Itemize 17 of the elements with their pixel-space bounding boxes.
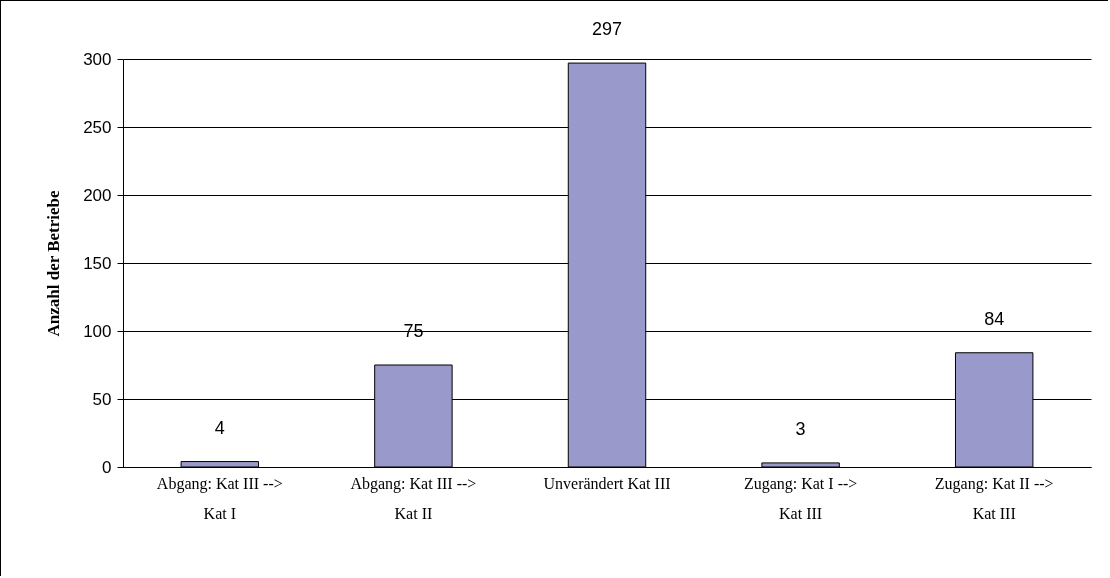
- x-tick-label: Unverändert Kat III: [543, 474, 671, 492]
- y-axis-title: Anzahl der Betriebe: [44, 190, 64, 337]
- y-tick-label: 50: [92, 389, 112, 409]
- x-tick-label: Zugang: Kat II --> Kat III: [934, 474, 1054, 522]
- x-tick-label: Abgang: Kat III --> Kat I: [156, 474, 283, 522]
- x-tick-label: Abgang: Kat III --> Kat II: [350, 474, 477, 522]
- data-label: 3: [795, 418, 806, 439]
- y-tick-label: 300: [83, 49, 112, 69]
- data-label: 84: [984, 308, 1005, 329]
- y-tick-label: 150: [83, 253, 112, 273]
- x-tick-label: Zugang: Kat I --> Kat III: [743, 474, 858, 522]
- data-label: 297: [591, 19, 623, 40]
- data-label: 4: [214, 417, 225, 438]
- y-tick-label: 200: [83, 185, 112, 205]
- y-tick-label: 100: [83, 321, 112, 341]
- y-tick-label: 250: [83, 117, 112, 137]
- y-tick-label: 0: [102, 457, 112, 477]
